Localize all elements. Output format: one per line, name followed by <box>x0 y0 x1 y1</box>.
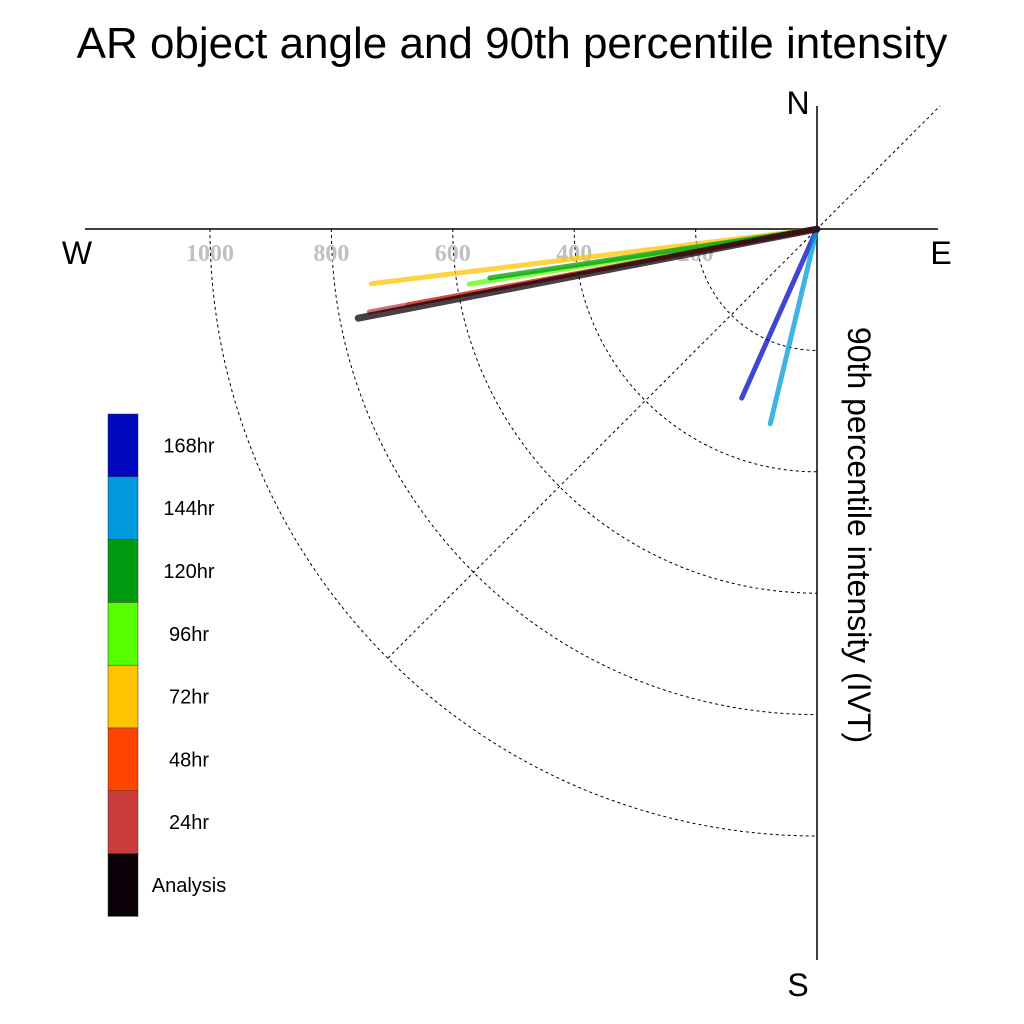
legend: 168hr 144hr 120hr 96hr 72hr 48hr 24hr Analysis <box>107 413 226 917</box>
legend-swatch-120hr <box>107 539 139 603</box>
legend-swatch-168hr <box>107 413 139 478</box>
legend-swatch-analysis <box>107 853 139 917</box>
compass-south: S <box>787 967 808 1003</box>
range-ring <box>209 228 818 837</box>
legend-label-24hr: 24hr <box>169 812 209 834</box>
range-ring <box>452 228 818 594</box>
legend-label-48hr: 48hr <box>169 749 209 771</box>
vector-168hr <box>739 226 820 401</box>
radial-tick-label: 600 <box>435 241 471 267</box>
range-ring <box>573 228 818 473</box>
legend-label-168hr: 168hr <box>163 435 214 457</box>
legend-swatch-24hr <box>107 790 139 854</box>
legend-swatch-96hr <box>107 602 139 666</box>
legend-label-72hr: 72hr <box>169 687 209 709</box>
legend-swatch-48hr <box>107 727 139 792</box>
legend-label-96hr: 96hr <box>169 624 209 646</box>
legend-label-120hr: 120hr <box>163 561 214 583</box>
range-rings <box>209 228 818 837</box>
vector-analysis <box>354 225 821 322</box>
chart-title: AR object angle and 90th percentile inte… <box>77 19 948 68</box>
legend-label-analysis: Analysis <box>152 875 226 897</box>
vector-144hr <box>767 226 820 427</box>
legend-label-144hr: 144hr <box>163 498 214 520</box>
compass-north: N <box>786 85 809 121</box>
diagonal-gridline <box>387 105 941 659</box>
compass-west: W <box>62 235 93 271</box>
radial-tick-label: 800 <box>313 241 349 267</box>
compass-east: E <box>930 235 951 271</box>
radial-tick-label: 1000 <box>186 241 234 267</box>
y-axis-label: 90th percentile intensity (IVT) <box>841 327 877 743</box>
legend-swatch-72hr <box>107 664 139 729</box>
legend-swatch-144hr <box>107 476 139 540</box>
radial-tick-labels: 1000800600400200 <box>186 241 714 267</box>
range-ring <box>330 228 818 716</box>
vector-series <box>354 225 821 427</box>
